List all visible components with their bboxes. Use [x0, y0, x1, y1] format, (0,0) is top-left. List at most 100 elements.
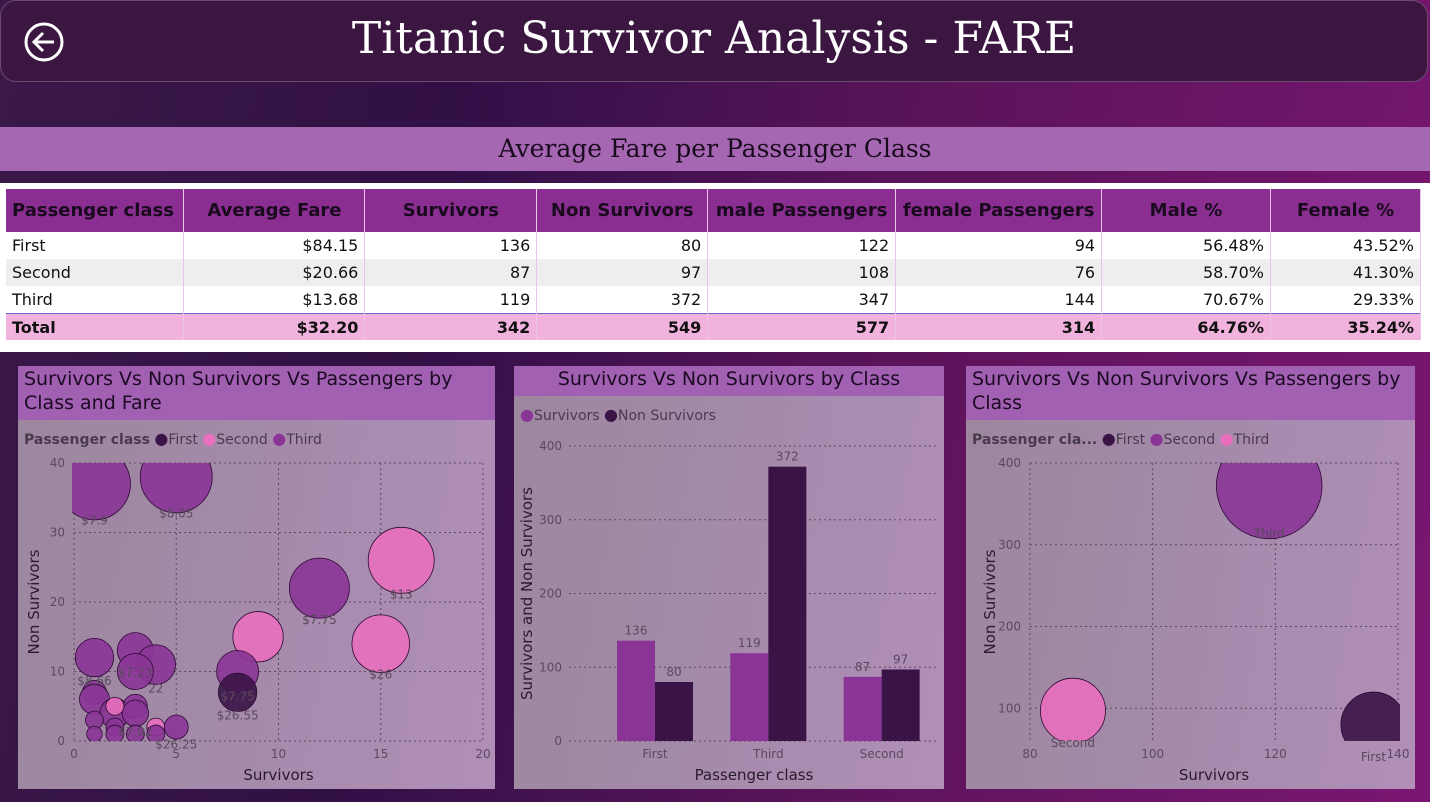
column-header[interactable]: female Passengers: [895, 189, 1103, 232]
x-tick-label: 0: [70, 747, 78, 761]
legend-third-dot-icon: ●: [272, 429, 287, 448]
data-bubble[interactable]: [1039, 677, 1106, 743]
page-title: Titanic Survivor Analysis - FARE: [351, 13, 1077, 64]
bar[interactable]: [768, 466, 807, 741]
column-header[interactable]: Male %: [1101, 189, 1271, 232]
legend-second-dot-icon: ●: [202, 429, 217, 448]
y-axis-label: Non Survivors: [25, 549, 43, 654]
data-bubble[interactable]: [351, 614, 410, 673]
y-tick-label: 20: [50, 595, 65, 609]
x-tick-label: 80: [1022, 747, 1037, 761]
table-row: Third $13.68 119 372 347 144 70.67% 29.3…: [6, 286, 1421, 314]
scatter-fare-panel[interactable]: Survivors Vs Non Survivors Vs Passengers…: [18, 366, 495, 789]
data-bubble[interactable]: [163, 714, 189, 740]
table-cell: 64.76%: [1101, 313, 1271, 340]
data-bubble[interactable]: [367, 526, 435, 594]
chart-title: Survivors Vs Non Survivors by Class: [514, 366, 944, 396]
data-bubble[interactable]: [121, 699, 149, 727]
data-label: $7.23: [118, 666, 152, 680]
data-bubble[interactable]: [116, 653, 154, 690]
y-tick-label: 100: [539, 660, 562, 674]
bar[interactable]: [881, 669, 920, 741]
data-bubble[interactable]: [105, 724, 125, 743]
legend-item[interactable]: Non Survivors: [617, 408, 716, 424]
x-tick-label: 120: [1264, 747, 1287, 761]
chart-title: Survivors Vs Non Survivors Vs Passengers…: [18, 366, 495, 420]
bar[interactable]: [843, 676, 882, 741]
legend-item[interactable]: Second: [1163, 432, 1216, 448]
fare-table-container: Passenger class Average Fare Survivors N…: [0, 183, 1430, 352]
column-header[interactable]: male Passengers: [707, 189, 897, 232]
column-header[interactable]: Non Survivors: [536, 189, 709, 232]
data-bubble[interactable]: [105, 696, 125, 716]
chart-title: Survivors Vs Non Survivors Vs Passengers…: [966, 366, 1415, 420]
table-total-row: Total $32.20 342 549 577 314 64.76% 35.2…: [6, 313, 1421, 340]
data-bubble[interactable]: [288, 557, 350, 619]
scatter-class-chart[interactable]: 80 100 120 140 100 200 300 400 Survivors Non Surv…: [966, 366, 1415, 789]
table-cell: 97: [536, 259, 709, 286]
legend-item[interactable]: First: [168, 432, 198, 448]
legend-item[interactable]: First: [1115, 432, 1146, 448]
data-label: $26: [369, 668, 392, 682]
bar[interactable]: [655, 682, 693, 741]
x-tick-label: 20: [475, 747, 490, 761]
data-bubble[interactable]: [146, 724, 166, 743]
table-cell: 347: [707, 286, 897, 314]
bar-class-chart[interactable]: 0 100 200 300 400 Passenger class Survivors an…: [514, 366, 944, 789]
chart-legend: Passenger class ●First ●Second ●Third: [24, 429, 322, 448]
bar[interactable]: [730, 653, 769, 741]
data-bubble[interactable]: [218, 672, 258, 712]
bar-class-panel[interactable]: Survivors Vs Non Survivors by Class ●Sur…: [514, 366, 944, 789]
table-cell: 41.30%: [1270, 259, 1421, 286]
legend-second-dot-icon: ●: [1149, 429, 1164, 448]
data-label: $8.66: [77, 674, 111, 688]
data-bubble[interactable]: [86, 725, 103, 742]
column-header[interactable]: Female %: [1270, 189, 1421, 232]
y-tick-label: 0: [554, 734, 562, 748]
column-header[interactable]: Survivors: [364, 189, 538, 232]
column-header[interactable]: Passenger class: [6, 189, 185, 232]
scatter-fare-chart[interactable]: 0 5 10 15 20 0 10 20 30 40 Survivors Non Survivors $…: [18, 366, 495, 789]
column-header[interactable]: Average Fare: [183, 189, 366, 232]
data-bubble[interactable]: [139, 441, 213, 514]
data-bubble[interactable]: [125, 724, 145, 743]
x-axis-label: Survivors: [243, 766, 313, 784]
table-cell: First: [6, 232, 185, 259]
back-arrow-icon[interactable]: [24, 22, 64, 62]
section-title: Average Fare per Passenger Class: [0, 127, 1430, 171]
legend-title: Passenger cla...: [972, 432, 1098, 448]
y-tick-label: 200: [998, 620, 1021, 634]
legend-item[interactable]: Second: [216, 432, 268, 448]
y-tick-label: 400: [998, 456, 1021, 470]
header-bar: Titanic Survivor Analysis - FARE: [0, 0, 1428, 82]
bubbles: [1039, 433, 1406, 757]
table-cell: 119: [364, 286, 538, 314]
data-label: $8.05: [159, 507, 193, 521]
table-cell: 144: [895, 286, 1103, 314]
table-cell: 372: [536, 286, 709, 314]
data-label: 119: [738, 636, 761, 650]
table-cell: 136: [364, 232, 538, 259]
y-tick-label: 400: [539, 439, 562, 453]
legend-item[interactable]: Survivors: [533, 408, 600, 424]
data-label: 87: [855, 660, 870, 674]
y-tick-label: 30: [50, 526, 65, 540]
table-cell: 314: [895, 313, 1103, 340]
table-cell: $20.66: [183, 259, 366, 286]
data-label: Third: [1253, 526, 1285, 540]
data-bubble[interactable]: [74, 637, 115, 678]
table-cell: 342: [364, 313, 538, 340]
bar[interactable]: [617, 640, 655, 741]
data-label: $7.92: [118, 725, 152, 739]
data-bubble[interactable]: [1216, 433, 1323, 540]
data-bubble[interactable]: [232, 611, 284, 663]
table-cell: 108: [707, 259, 897, 286]
x-tick-label: 15: [373, 747, 388, 761]
data-bubble[interactable]: [58, 448, 131, 521]
y-tick-label: 40: [50, 456, 65, 470]
legend-item[interactable]: Third: [1233, 432, 1270, 448]
data-bubble[interactable]: [1340, 691, 1406, 757]
scatter-class-panel[interactable]: Survivors Vs Non Survivors Vs Passengers…: [966, 366, 1415, 789]
legend-item[interactable]: Third: [286, 432, 322, 448]
table-cell: 56.48%: [1101, 232, 1271, 259]
